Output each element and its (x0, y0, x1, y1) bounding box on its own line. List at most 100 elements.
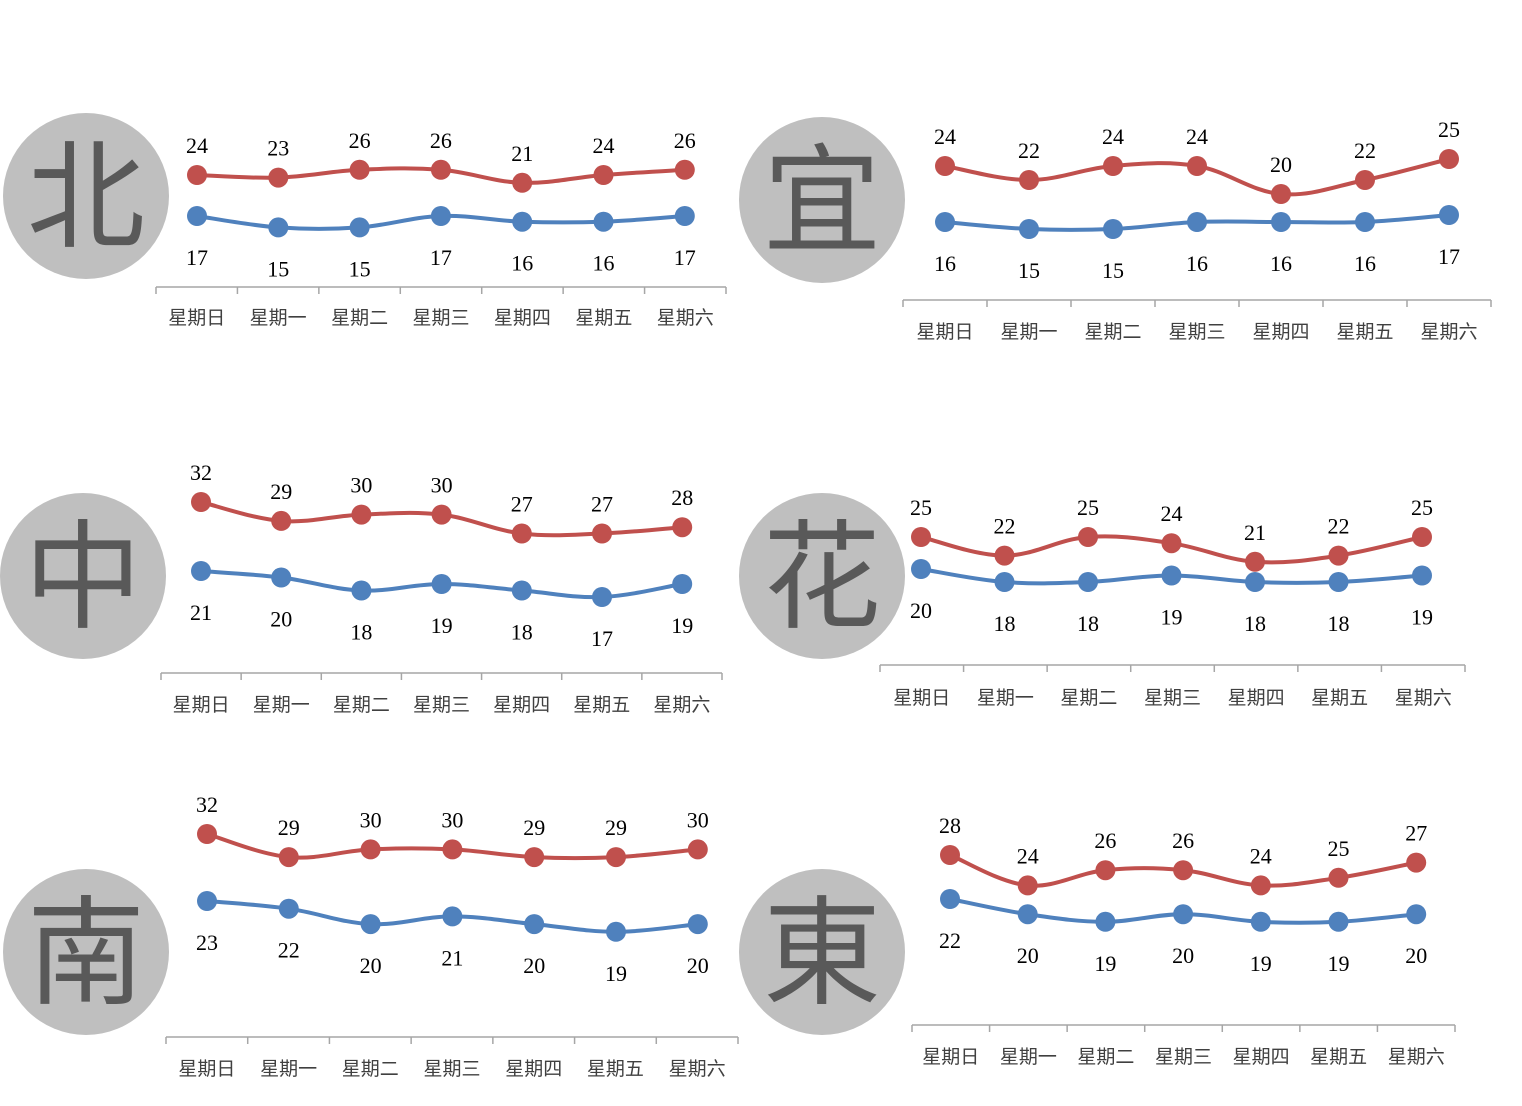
x-tick-label: 星期日 (893, 687, 950, 709)
x-tick-label: 星期三 (1155, 1046, 1212, 1068)
data-point-low (911, 559, 931, 579)
data-point-high (674, 159, 695, 180)
x-tick-label: 星期一 (1000, 1046, 1057, 1068)
region-label: 南 (27, 884, 145, 1022)
data-label-high: 30 (441, 807, 463, 832)
data-point-high (1017, 875, 1038, 896)
x-tick-label: 星期四 (494, 307, 551, 329)
data-point-high (940, 845, 960, 865)
region-label: 東 (763, 884, 881, 1022)
data-point-low (1161, 565, 1182, 586)
data-point-high (511, 523, 532, 544)
x-tick-label: 星期三 (413, 694, 470, 716)
data-label-high: 24 (1250, 843, 1272, 868)
x-tick-label: 星期一 (977, 687, 1034, 709)
data-point-high (187, 165, 207, 185)
data-label-low: 18 (994, 611, 1016, 636)
region-badge (739, 117, 905, 283)
data-point-high (271, 510, 292, 531)
data-label-low: 15 (267, 256, 289, 281)
data-label-high: 26 (349, 128, 371, 153)
data-label-low: 19 (1328, 951, 1350, 976)
data-label-low: 16 (934, 251, 956, 276)
data-label-low: 18 (1244, 611, 1266, 636)
data-point-low (672, 574, 693, 594)
data-point-high (360, 839, 381, 860)
x-tick-label: 星期五 (1310, 1046, 1367, 1068)
data-label-high: 24 (186, 133, 208, 158)
data-label-low: 19 (1161, 605, 1183, 630)
data-point-high (430, 159, 451, 180)
data-label-high: 22 (994, 514, 1016, 539)
data-label-high: 29 (523, 815, 545, 840)
data-point-low (1328, 911, 1349, 932)
data-point-high (1328, 867, 1349, 888)
data-point-high (524, 847, 545, 868)
data-point-high (268, 167, 289, 188)
data-point-low (592, 587, 612, 607)
data-point-low (351, 580, 372, 601)
data-point-low (687, 914, 708, 935)
data-label-low: 20 (687, 953, 709, 978)
region-label: 花 (763, 508, 881, 646)
data-label-low: 18 (350, 620, 372, 645)
x-tick-label: 星期一 (253, 694, 310, 716)
data-point-high (1078, 527, 1098, 547)
data-label-high: 28 (939, 813, 961, 838)
data-label-low: 22 (939, 928, 961, 953)
data-point-high (1103, 156, 1123, 176)
data-label-high: 27 (1405, 821, 1427, 846)
data-point-low (268, 217, 289, 238)
data-label-low: 20 (360, 953, 382, 978)
data-point-low (271, 567, 292, 588)
data-point-low (430, 206, 451, 226)
data-label-high: 26 (674, 128, 696, 153)
data-label-low: 19 (431, 613, 453, 638)
data-point-high (1245, 551, 1265, 572)
data-point-high (351, 504, 372, 525)
data-label-low: 18 (1077, 611, 1099, 636)
data-point-low (349, 217, 370, 238)
data-point-low (674, 206, 695, 226)
data-point-low (1328, 572, 1349, 592)
x-tick-label: 星期二 (333, 694, 390, 716)
data-label-low: 21 (441, 945, 463, 970)
region-badge (739, 493, 905, 659)
x-tick-label: 星期三 (1144, 687, 1201, 709)
data-point-low (360, 914, 381, 935)
data-point-high (994, 545, 1015, 566)
x-tick-label: 星期五 (573, 694, 630, 716)
data-point-high (1439, 149, 1459, 169)
data-label-low: 20 (910, 598, 932, 623)
data-point-high (1271, 184, 1291, 204)
region-label: 宜 (763, 132, 881, 270)
data-point-low (1017, 904, 1038, 925)
data-label-high: 25 (1077, 495, 1099, 520)
x-tick-label: 星期五 (1311, 687, 1368, 709)
data-label-high: 28 (671, 485, 693, 510)
data-label-high: 27 (511, 492, 533, 517)
x-tick-label: 星期五 (1336, 321, 1393, 343)
data-label-high: 24 (934, 124, 956, 149)
data-point-low (278, 898, 299, 919)
data-label-high: 24 (1102, 124, 1124, 149)
data-label-low: 19 (1411, 605, 1433, 630)
x-tick-label: 星期日 (916, 321, 973, 343)
data-point-low (1103, 219, 1123, 239)
data-point-high (606, 847, 626, 868)
data-point-low (1271, 212, 1291, 232)
x-tick-label: 星期一 (1000, 321, 1057, 343)
data-label-low: 15 (1102, 258, 1124, 283)
data-point-high (1187, 156, 1207, 176)
data-label-high: 20 (1270, 152, 1292, 177)
data-label-low: 19 (671, 613, 693, 638)
x-tick-label: 星期五 (587, 1058, 644, 1080)
region-label: 中 (24, 508, 142, 646)
chart-panel: 花 25 22 25 24 21 22 25 20 18 18 19 18 18 19 星期日 星期一 星期二 星期… (739, 493, 1466, 709)
data-label-low: 17 (591, 626, 613, 651)
data-label-high: 24 (1161, 501, 1183, 526)
data-point-high (512, 172, 533, 193)
data-label-high: 24 (1017, 843, 1039, 868)
region-badge (739, 869, 905, 1035)
